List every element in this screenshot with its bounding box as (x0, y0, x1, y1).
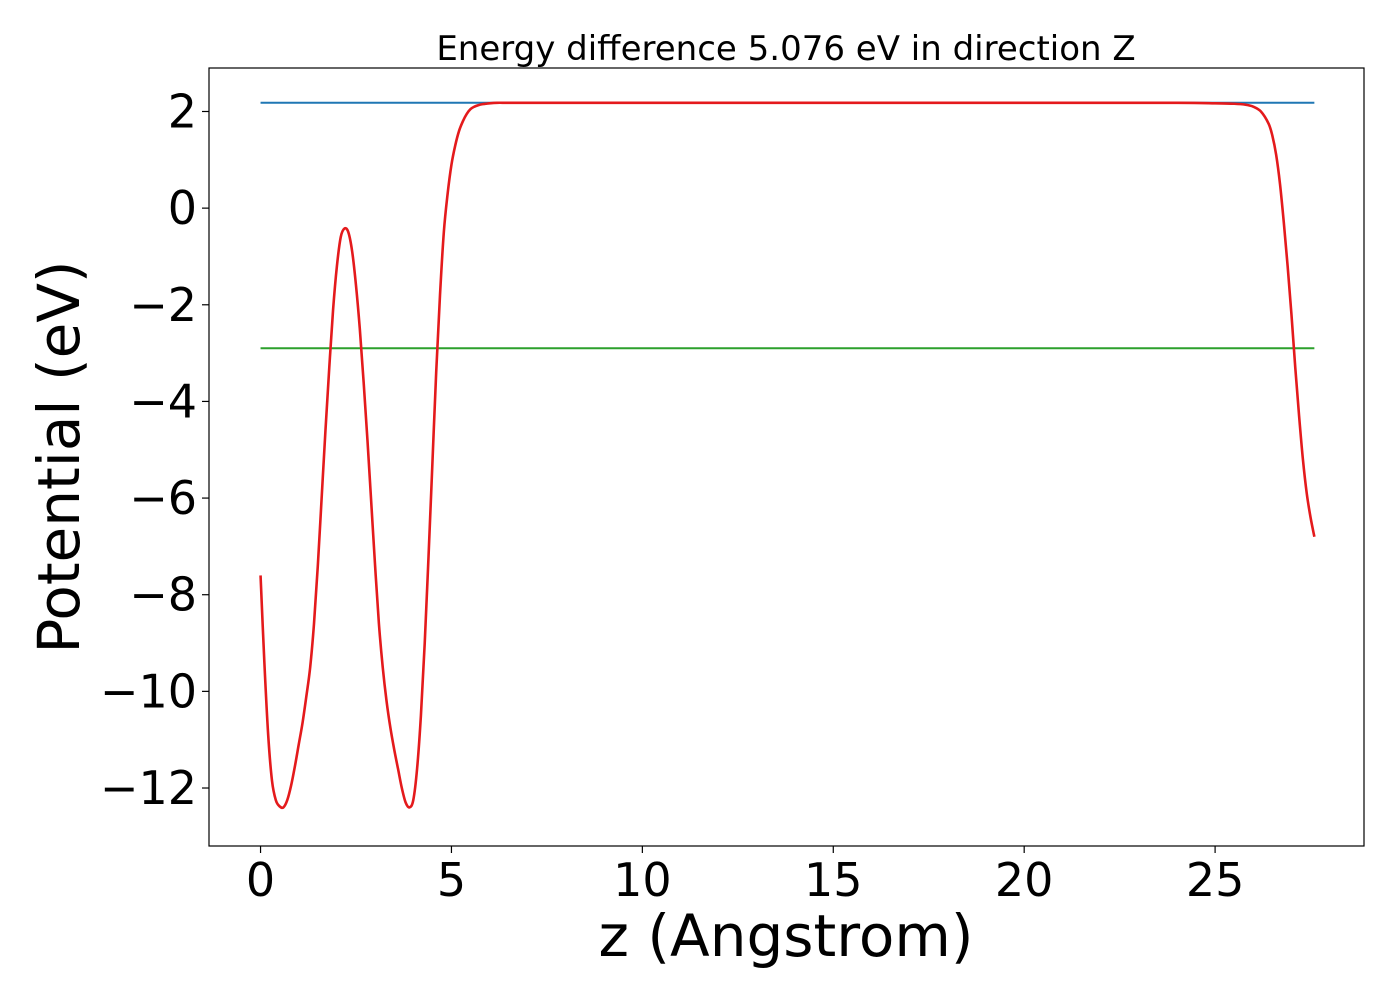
potential-curve (259, 101, 1316, 810)
y-tick-label: −2 (129, 278, 197, 332)
x-tick-label: 10 (613, 853, 672, 907)
x-axis-label: z (Angstrom) (599, 902, 974, 970)
y-tick-label: 2 (168, 84, 197, 138)
x-tick-label: 20 (995, 853, 1054, 907)
x-tick-label: 25 (1186, 853, 1245, 907)
x-tick-label: 0 (246, 853, 275, 907)
y-tick-label: −12 (100, 761, 197, 815)
x-tick-label: 5 (437, 853, 466, 907)
plot-frame (208, 67, 1365, 847)
chart-title: Energy difference 5.076 eV in direction … (436, 29, 1135, 69)
y-axis-label: Potential (eV) (25, 260, 93, 653)
y-tick-label: −6 (129, 471, 197, 525)
y-tick-label: −8 (129, 568, 197, 622)
y-tick-label: 0 (168, 181, 197, 235)
y-tick-label: −4 (129, 374, 197, 428)
series-layer (259, 101, 1316, 810)
x-tick-label: 15 (804, 853, 863, 907)
y-tick-label: −10 (100, 664, 197, 718)
